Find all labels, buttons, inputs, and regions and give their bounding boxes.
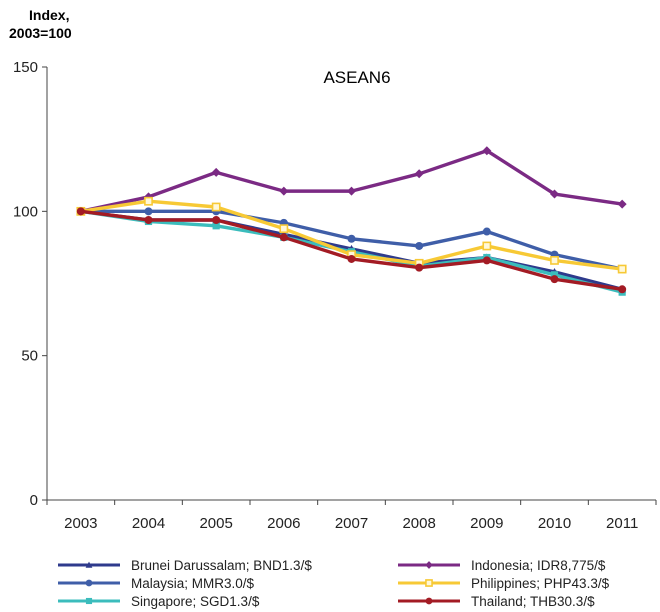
data-point [347,234,356,243]
y-tick-label: 50 [21,348,38,365]
data-point [550,271,559,279]
legend-swatch-marker [85,597,93,605]
legend-swatch-marker [425,579,433,587]
legend-item: Malaysia; MMR3.0/$ [58,576,255,591]
data-point [211,202,221,212]
chart-title: ASEAN6 [323,68,390,87]
x-tick-label: 2007 [335,515,368,532]
data-point [211,167,221,177]
data-point [415,241,424,250]
data-point [617,199,627,209]
x-axis-ticks: 2003 2004 2005 2006 2007 2008 2009 2010 2011 [46,500,657,532]
legend-item: Philippines; PHP43.3/$ [398,576,610,591]
legend-label: Singapore; SGD1.3/$ [131,594,260,609]
data-point [76,207,85,216]
legend-label: Indonesia; IDR8,775/$ [471,558,606,573]
data-point [212,222,220,230]
x-tick-label: 2011 [606,515,638,532]
y-tick-label: 0 [30,492,38,509]
x-tick-label: 2009 [470,515,503,532]
series-thailand [76,207,627,294]
legend-item: Singapore; SGD1.3/$ [58,594,260,609]
y-axis-label-line1: Index, [29,7,69,23]
series-indonesia [76,146,627,216]
x-tick-label: 2008 [402,515,435,532]
legend-item: Brunei Darussalam; BND1.3/$ [58,558,312,573]
data-point [212,215,221,224]
legend: Brunei Darussalam; BND1.3/$ Indonesia; ID… [58,558,610,609]
legend-swatch-marker [85,579,93,587]
data-point [415,263,424,272]
data-point [482,146,492,156]
data-point [617,264,627,274]
legend-item: Indonesia; IDR8,775/$ [398,558,606,573]
data-point [144,207,153,216]
legend-swatch-marker [425,597,433,605]
series-malaysia [76,207,627,274]
data-point [550,256,559,265]
legend-swatch-marker [85,561,93,568]
data-point [279,233,288,242]
y-axis-label-line2: 2003=100 [9,25,72,41]
data-point [347,254,356,263]
data-point [482,241,492,251]
data-point [550,275,559,284]
data-point [279,224,289,234]
legend-label: Brunei Darussalam; BND1.3/$ [131,558,312,573]
data-point [347,186,356,196]
data-point [144,196,153,206]
data-point [550,189,559,199]
data-point [482,256,491,265]
legend-label: Philippines; PHP43.3/$ [471,576,610,591]
data-point [279,186,289,196]
data-point [482,227,491,236]
y-axis-ticks: 0 50 100 150 [13,59,47,509]
series-lines [76,146,627,296]
y-tick-label: 150 [13,59,38,76]
x-tick-label: 2010 [538,515,571,532]
y-tick-label: 100 [13,203,38,220]
legend-label: Thailand; THB30.3/$ [471,594,595,609]
x-tick-label: 2005 [199,515,232,532]
legend-swatch-marker [425,561,433,569]
x-tick-label: 2006 [267,515,300,532]
legend-item: Thailand; THB30.3/$ [398,594,595,609]
data-point [618,285,627,294]
data-point [414,169,424,179]
legend-label: Malaysia; MMR3.0/$ [131,576,255,591]
data-point [144,215,153,224]
x-tick-label: 2003 [64,515,97,532]
x-tick-label: 2004 [132,515,165,532]
